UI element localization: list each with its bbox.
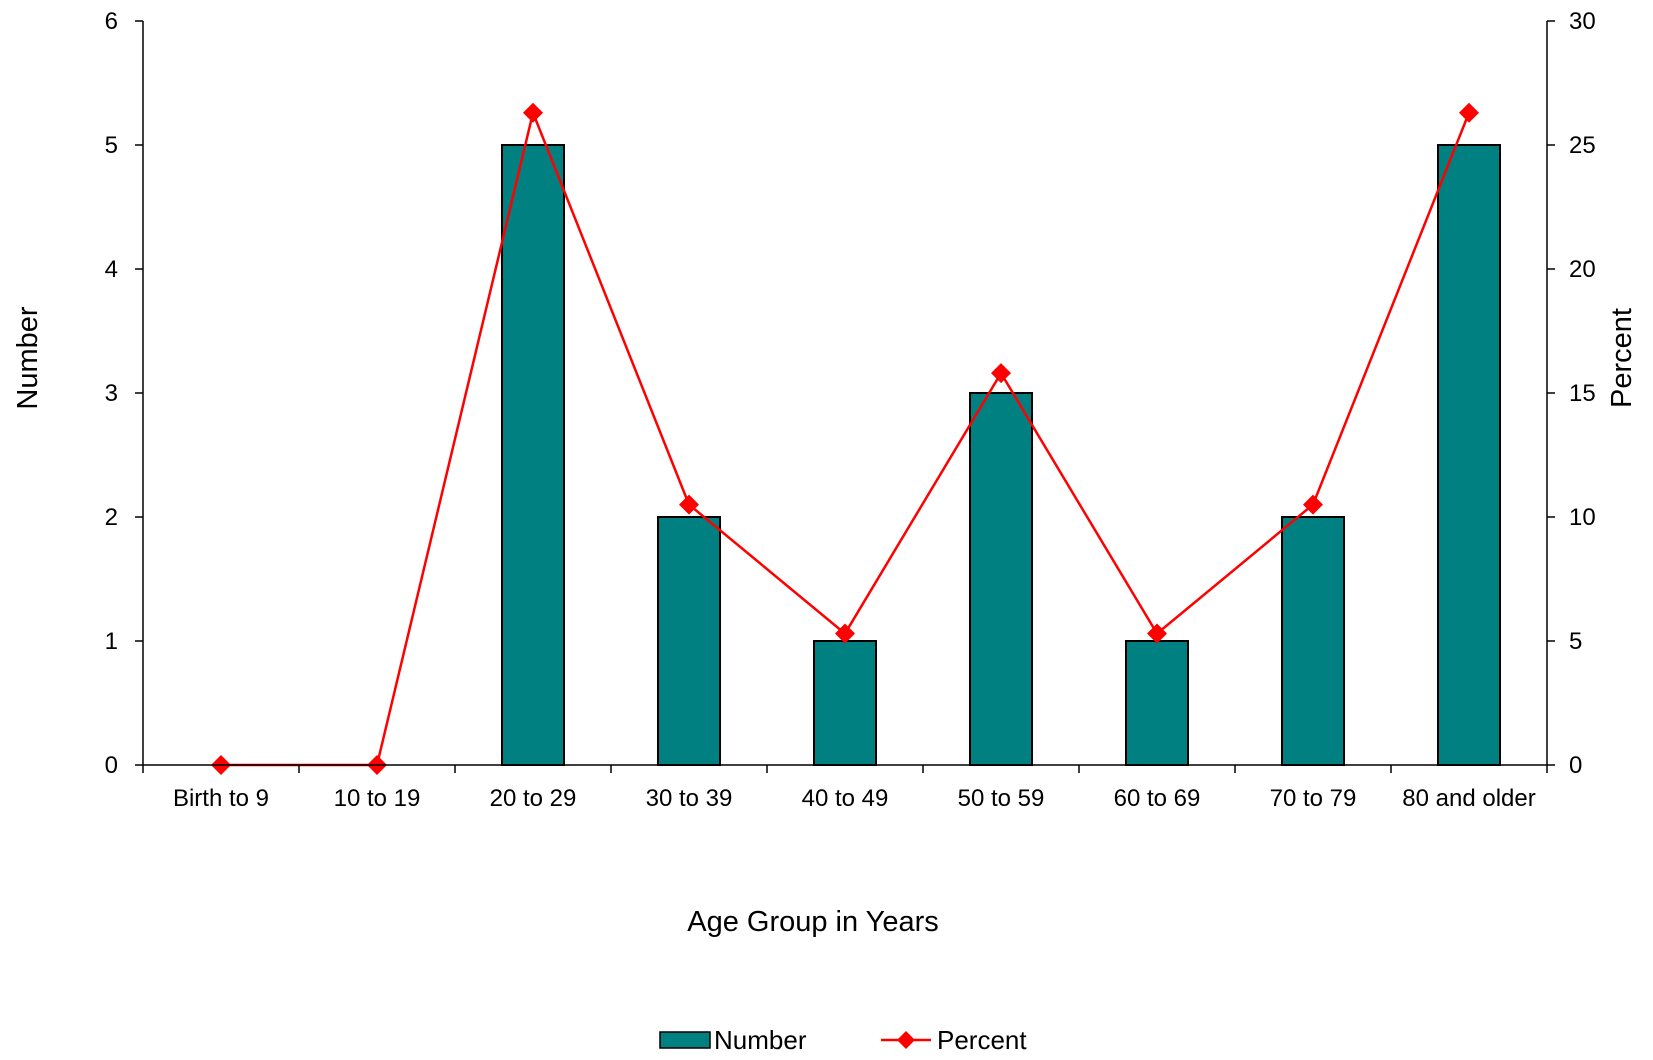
percent-point-70-to-79 (1303, 494, 1323, 515)
x-tick-label: 60 to 69 (1114, 785, 1201, 812)
x-tick-label: Birth to 9 (173, 785, 269, 812)
legend-percent-marker (897, 1031, 915, 1049)
y2-tick-label: 20 (1569, 256, 1596, 283)
percent-point-80-and-older (1459, 102, 1479, 123)
y2-axis-title: Percent (1606, 308, 1638, 408)
y-tick-label: 6 (105, 8, 118, 35)
percent-point-20-to-29 (523, 102, 543, 123)
y-tick-label: 3 (105, 380, 118, 407)
legend: Number Percent (659, 1025, 1027, 1055)
y2-tick-label: 25 (1569, 132, 1596, 159)
y-tick-label: 2 (105, 504, 118, 531)
y-axis-title: Number (12, 306, 44, 409)
y-tick-label: 5 (105, 132, 118, 159)
bar-70-to-79 (1281, 516, 1345, 766)
bar-50-to-59 (969, 392, 1033, 766)
x-tick-label: 40 to 49 (802, 785, 889, 812)
y2-tick-label: 15 (1569, 380, 1596, 407)
y-tick-label: 1 (105, 628, 118, 655)
legend-number-label: Number (714, 1025, 807, 1055)
legend-percent-label: Percent (937, 1025, 1027, 1055)
bar-40-to-49 (813, 640, 877, 766)
x-tick-label: 10 to 19 (334, 785, 421, 812)
legend-number-swatch (659, 1031, 711, 1049)
x-tick-label: 80 and older (1402, 785, 1535, 812)
axes: 0 1 2 3 4 5 6 0 5 10 15 20 25 30 Birth to 9 10 to 19 20 … (105, 8, 1596, 812)
x-tick-label: 20 to 29 (490, 785, 577, 812)
x-tick-label: 70 to 79 (1270, 785, 1357, 812)
y2-tick-label: 0 (1569, 752, 1582, 779)
percent-point-60-to-69 (1147, 623, 1167, 644)
percent-point-40-to-49 (835, 623, 855, 644)
x-axis-title: Age Group in Years (687, 906, 939, 938)
x-tick-label: 30 to 39 (646, 785, 733, 812)
plot-area (211, 102, 1501, 775)
percent-point-50-to-59 (991, 363, 1011, 384)
y2-tick-label: 10 (1569, 504, 1596, 531)
y-tick-label: 0 (105, 752, 118, 779)
bar-80-and-older (1437, 144, 1501, 766)
y-tick-label: 4 (105, 256, 118, 283)
x-tick-label: 50 to 59 (958, 785, 1045, 812)
percent-point-30-to-39 (679, 494, 699, 515)
y2-tick-label: 5 (1569, 628, 1582, 655)
bar-60-to-69 (1125, 640, 1189, 766)
bar-20-to-29 (501, 144, 565, 766)
y2-tick-label: 30 (1569, 8, 1596, 35)
bar-30-to-39 (657, 516, 721, 766)
